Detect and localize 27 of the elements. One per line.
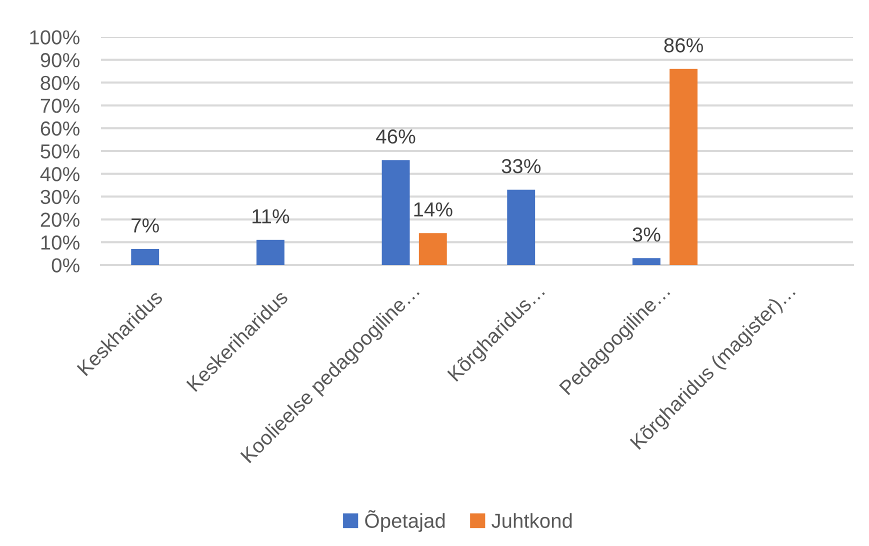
y-tick-label: 10% (41, 235, 80, 250)
data-label: 14% (414, 202, 452, 217)
data-label: 7% (132, 218, 159, 232)
y-tick-label: 0% (52, 258, 80, 272)
legend-label: Juhtkond (492, 513, 572, 528)
legend-label: Õpetajad (365, 510, 445, 532)
y-tick-label: 100% (30, 30, 80, 44)
y-tick-label: 80% (40, 76, 80, 90)
y-tick-label: 60% (40, 121, 80, 136)
data-label: 3% (632, 227, 660, 242)
data-label: 46% (376, 129, 416, 144)
bar (507, 190, 536, 265)
bar (670, 68, 698, 265)
y-tick-label: 50% (40, 144, 80, 158)
y-tick-label: 90% (40, 53, 80, 68)
data-label: 86% (664, 38, 703, 52)
y-tick-label: 40% (40, 167, 80, 182)
data-label: 11% (252, 209, 290, 224)
bar (256, 240, 284, 265)
y-tick-label: 70% (40, 98, 80, 113)
bar (632, 258, 660, 265)
bar (418, 233, 447, 265)
y-tick-label: 30% (40, 190, 80, 204)
data-label: 33% (502, 159, 541, 174)
bar (131, 249, 160, 265)
y-tick-label: 20% (40, 212, 80, 227)
bar (382, 160, 410, 265)
